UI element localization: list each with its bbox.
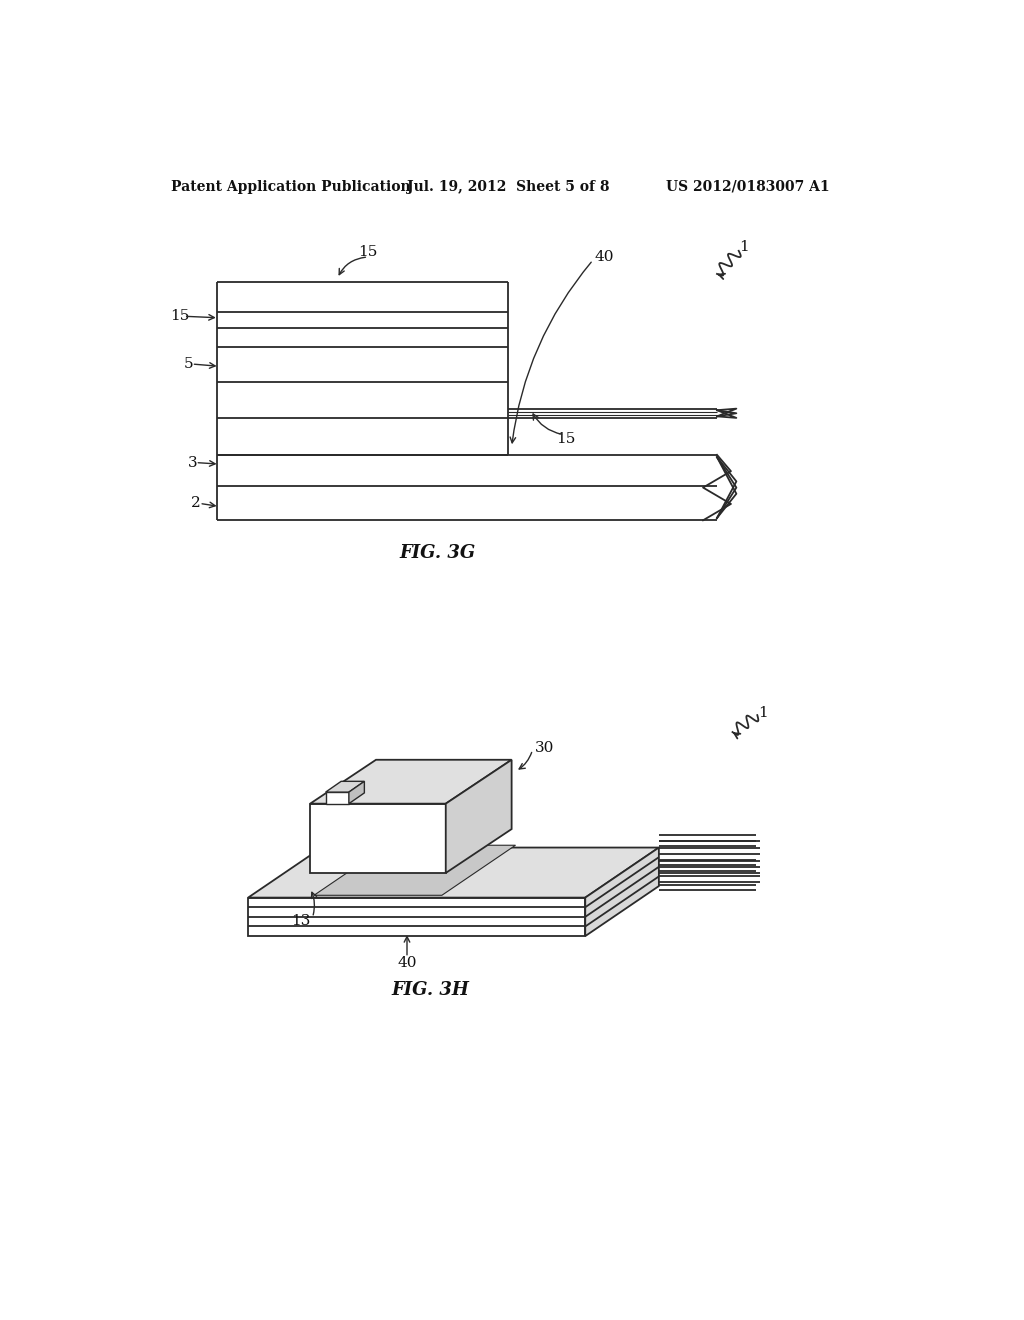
Polygon shape — [445, 760, 512, 873]
Text: 30: 30 — [535, 742, 554, 755]
Text: 15: 15 — [170, 309, 189, 323]
Text: US 2012/0183007 A1: US 2012/0183007 A1 — [667, 180, 829, 194]
Text: 1: 1 — [759, 706, 768, 719]
Text: Jul. 19, 2012  Sheet 5 of 8: Jul. 19, 2012 Sheet 5 of 8 — [407, 180, 609, 194]
Polygon shape — [314, 845, 515, 895]
Text: 40: 40 — [397, 956, 417, 970]
Polygon shape — [586, 847, 658, 936]
Text: 3: 3 — [187, 455, 198, 470]
Text: 2: 2 — [191, 496, 201, 511]
Polygon shape — [326, 792, 349, 804]
Text: FIG. 3H: FIG. 3H — [391, 981, 469, 999]
Polygon shape — [349, 781, 365, 804]
Text: FIG. 3G: FIG. 3G — [400, 544, 476, 561]
Polygon shape — [248, 898, 586, 936]
Text: 5: 5 — [183, 356, 194, 371]
Polygon shape — [248, 847, 658, 898]
Polygon shape — [326, 781, 365, 792]
Text: Patent Application Publication: Patent Application Publication — [171, 180, 411, 194]
Text: 13: 13 — [291, 913, 310, 928]
Text: 40: 40 — [595, 249, 614, 264]
Text: 15: 15 — [358, 246, 378, 259]
Polygon shape — [310, 804, 445, 873]
Text: 1: 1 — [739, 240, 749, 253]
Text: 15: 15 — [556, 433, 575, 446]
Polygon shape — [310, 760, 512, 804]
